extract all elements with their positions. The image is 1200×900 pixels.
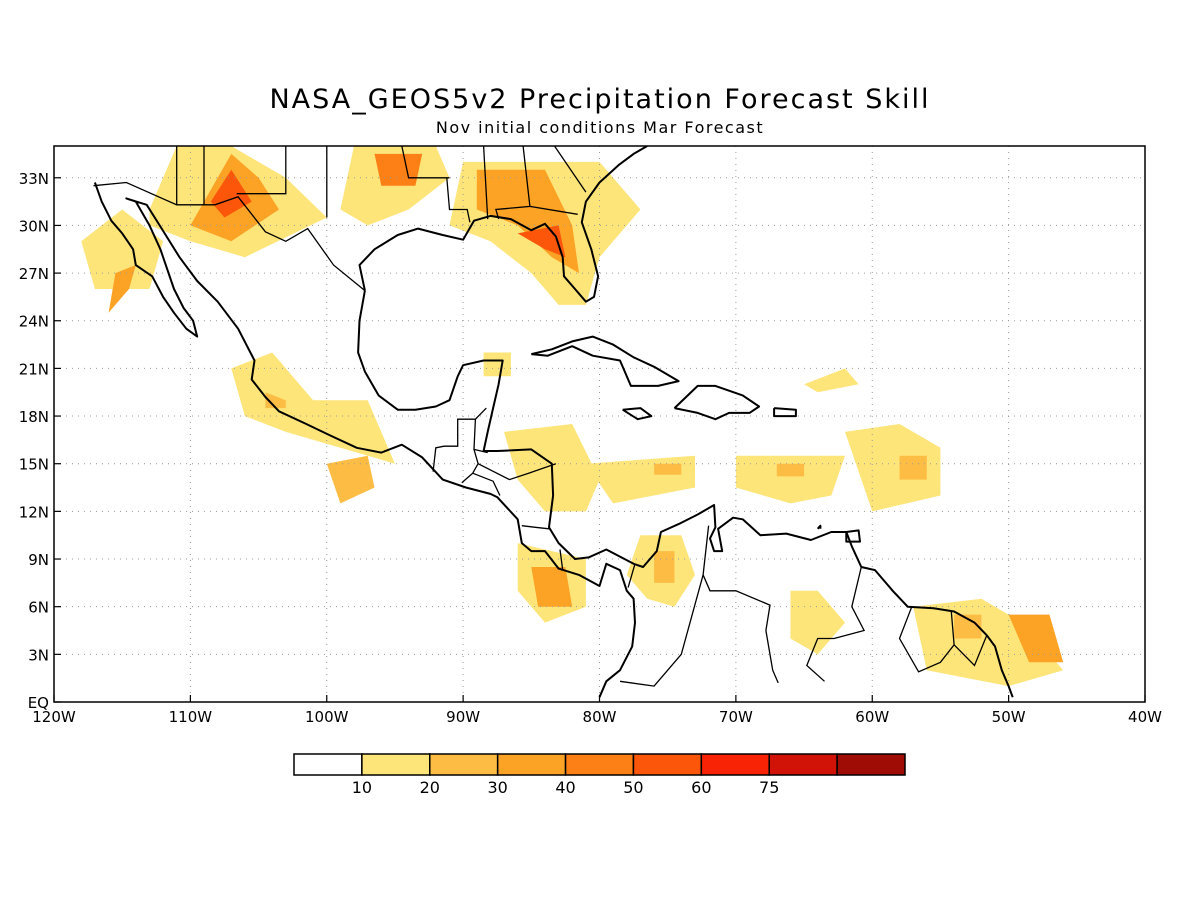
colorbar-label: 10	[352, 778, 372, 797]
border-10	[619, 574, 704, 687]
border-5	[477, 463, 557, 481]
skill-region-16	[531, 567, 573, 607]
colorbar-label: 60	[691, 778, 711, 797]
coastline-2	[357, 290, 1014, 698]
border-8	[627, 563, 636, 588]
coastline-3	[531, 335, 680, 387]
colorbar-swatch	[429, 753, 499, 776]
border-4	[472, 472, 501, 496]
lon-tick-label: 120W	[32, 708, 76, 726]
skill-region-11	[231, 352, 395, 464]
lon-tick-label: 70W	[719, 708, 753, 726]
skill-region-24	[899, 455, 927, 480]
lat-tick-label: 33N	[19, 170, 49, 188]
border-11	[806, 566, 866, 682]
skill-region-10	[483, 352, 511, 377]
skill-region-12	[265, 392, 286, 409]
lat-tick-label: 9N	[28, 551, 49, 569]
border-6	[521, 525, 550, 530]
coastline-8	[816, 524, 822, 530]
colorbar-swatch	[564, 753, 635, 776]
lon-tick-label: 80W	[583, 708, 617, 726]
colorbar-label: 75	[759, 778, 779, 797]
border-20	[495, 146, 531, 220]
lat-tick-label: 12N	[19, 503, 49, 521]
skill-region-6	[374, 153, 423, 186]
lat-tick-label: 6N	[28, 599, 49, 617]
border-3	[461, 449, 479, 484]
longitude-axis: 120W 110W 100W 90W 80W 70W 60W 50W 40W	[32, 695, 1162, 726]
border-19	[482, 146, 489, 220]
lon-tick-label: 90W	[446, 708, 480, 726]
border-22	[553, 146, 587, 193]
skill-region-21	[735, 455, 845, 504]
colorbar-label: 50	[623, 778, 643, 797]
skill-region-1	[108, 265, 136, 313]
lon-tick-label: 100W	[305, 708, 349, 726]
border-17	[401, 146, 450, 179]
lat-tick-label: 15N	[19, 456, 49, 474]
colorbar: 10 20 30 40 50 60 75	[293, 753, 906, 797]
colorbar-swatch	[361, 753, 431, 776]
colorbar-swatch	[768, 753, 838, 776]
border-7	[559, 549, 564, 571]
border-15	[236, 146, 287, 195]
colorbar-label: 30	[487, 778, 507, 797]
skill-region-18	[654, 463, 682, 475]
skill-region-13	[326, 455, 375, 504]
border-2	[473, 419, 488, 454]
colorbar-swatch	[836, 753, 906, 776]
political-borders	[93, 146, 988, 687]
skill-region-20	[654, 551, 675, 583]
skill-region-26	[790, 590, 845, 655]
lat-tick-label: 27N	[19, 265, 49, 283]
lat-tick-label: 18N	[19, 408, 49, 426]
coastline-1	[358, 146, 648, 303]
border-21	[529, 205, 578, 215]
border-9	[702, 525, 779, 684]
lon-tick-label: 60W	[855, 708, 889, 726]
colorbar-label: 40	[555, 778, 575, 797]
lon-tick-label: 50W	[992, 708, 1026, 726]
coastlines	[93, 146, 1014, 698]
border-0	[93, 181, 366, 292]
skill-region-23	[845, 424, 941, 512]
border-12	[898, 606, 955, 673]
skill-region-22	[776, 463, 805, 477]
lat-tick-label: 3N	[28, 646, 49, 664]
colorbar-label: 20	[420, 778, 440, 797]
coastline-4	[673, 384, 761, 421]
latitude-axis: EQ 3N 6N 9N 12N 15N 18N 21N 24N 27N 30N 33N	[19, 170, 61, 712]
colorbar-swatch	[496, 753, 567, 776]
skill-region-27	[913, 598, 1064, 687]
skill-region-29	[1008, 614, 1064, 663]
colorbar-swatch	[632, 753, 703, 776]
map-subtitle: Nov initial conditions Mar Forecast	[435, 118, 765, 137]
skill-region-17	[585, 455, 695, 504]
colorbar-swatch	[293, 753, 363, 776]
map-title: NASA_GEOS5v2 Precipitation Forecast Skil…	[269, 84, 931, 115]
border-13	[953, 635, 988, 667]
skill-region-28	[954, 614, 982, 639]
skill-region-4	[210, 169, 252, 218]
lat-tick-label: EQ	[28, 694, 49, 712]
coastline-7	[845, 529, 861, 543]
skill-region-25	[804, 368, 859, 393]
skill-shading	[81, 146, 1064, 687]
lat-tick-label: 21N	[19, 360, 49, 378]
lon-tick-label: 40W	[1128, 708, 1162, 726]
coastline-5	[622, 407, 653, 421]
coastline-0	[93, 182, 636, 698]
lat-tick-label: 24N	[19, 313, 49, 331]
lon-tick-label: 110W	[169, 708, 213, 726]
coastline-6	[773, 407, 797, 418]
lat-tick-label: 30N	[19, 217, 49, 235]
colorbar-swatch	[700, 753, 770, 776]
border-18	[446, 177, 471, 223]
